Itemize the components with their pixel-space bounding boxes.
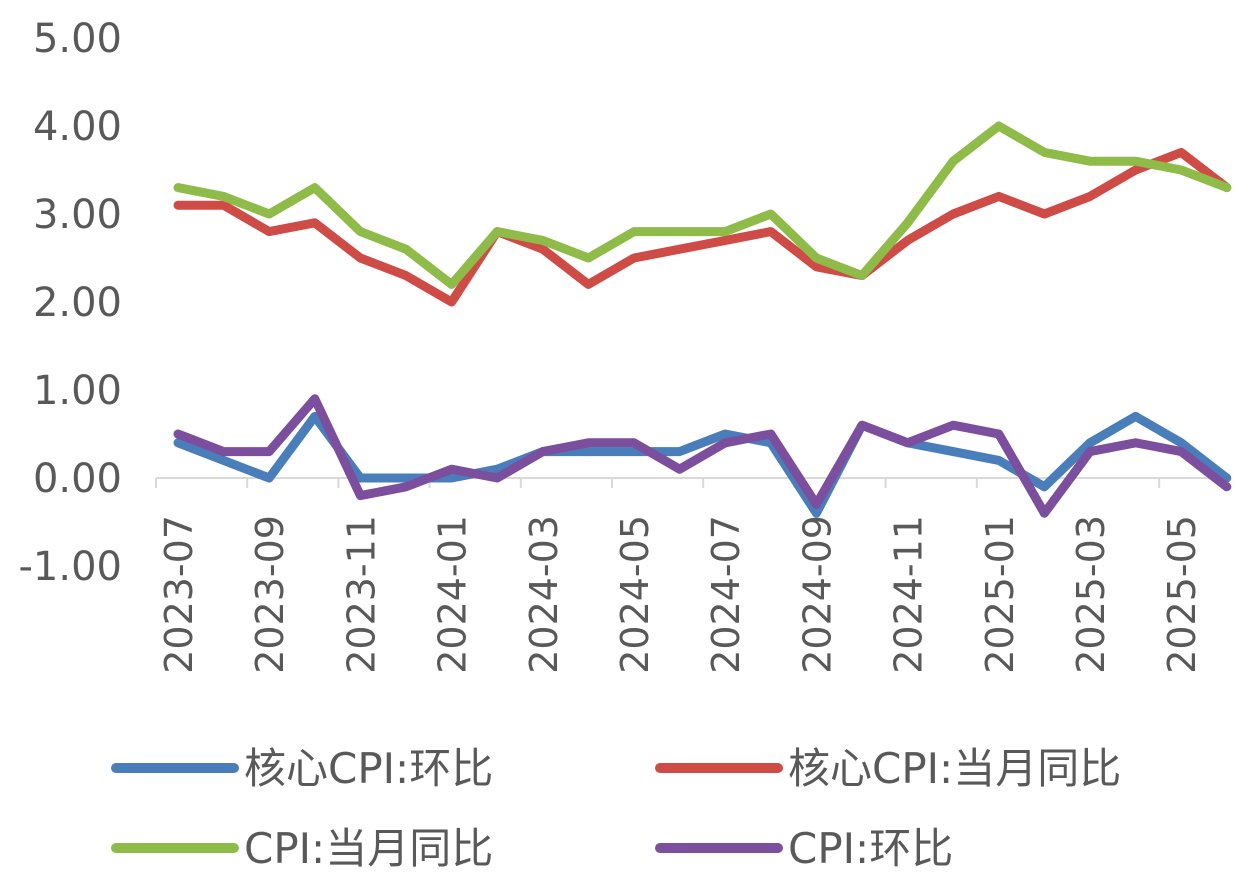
series-line-2 [173,121,1232,289]
y-tick-label: 1.00 [33,368,122,414]
x-tick-label: 2024-11 [887,515,931,674]
x-tick-label: 2024-03 [522,515,566,674]
legend-label: 核心CPI:环比 [244,744,493,793]
y-tick-label: 0.00 [33,456,122,502]
x-tick-label: 2024-01 [431,515,475,674]
x-tick-label: 2024-07 [704,515,748,674]
legend-label: CPI:环比 [788,824,953,873]
legend-label: 核心CPI:当月同比 [788,744,1121,793]
y-tick-label: 2.00 [33,280,122,326]
x-tick-label: 2025-05 [1160,515,1204,674]
y-axis: 5.00 4.00 3.00 2.00 1.00 0.00 -1.00 [19,16,123,590]
x-tick-label: 2025-01 [978,515,1022,674]
x-tick-label: 2024-05 [613,515,657,674]
x-tick-label: 2023-09 [248,515,292,674]
x-tick-label: 2023-07 [157,515,201,674]
x-tick-label: 2024-09 [795,515,839,674]
legend-label: CPI:当月同比 [244,824,493,873]
y-tick-label: -1.00 [19,544,123,590]
series-line-1 [173,147,1232,307]
series-line-0 [173,411,1232,518]
x-tick-label: 2023-11 [339,515,383,674]
y-tick-label: 4.00 [33,104,122,150]
legend: 核心CPI:环比 核心CPI:当月同比 CPI:当月同比 CPI:环比 [111,744,1121,873]
y-tick-label: 3.00 [33,192,122,238]
x-axis: 2023-07 2023-09 2023-11 2024-01 2024-03 2024-… [155,477,1220,674]
series-line-3 [173,394,1232,518]
y-tick-label: 5.00 [33,16,122,62]
x-tick-label: 2025-03 [1069,515,1113,674]
series-lines [173,121,1232,518]
